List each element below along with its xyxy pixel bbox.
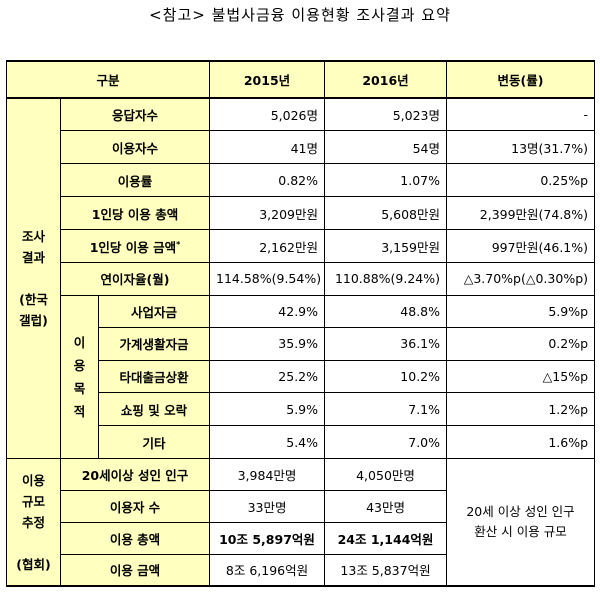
cell-change: 5.9%p	[446, 294, 596, 328]
row-label: 연이자율(월)	[59, 261, 211, 296]
table-row: 1인당 이용 금액* 2,162만원 3,159만원 997만원(46.1%)	[7, 229, 596, 263]
table-row: 이용 금액 8조 6,196억원 13조 5,837억원	[7, 553, 595, 587]
table-row: 타대출금상환 25.2% 10.2% △15%p	[7, 359, 596, 394]
table-header-row: 구분 2015년 2016년 변동(률)	[5, 59, 596, 100]
side-label-line: 갤럽)	[19, 313, 48, 329]
cell-2015: 33만명	[209, 489, 326, 523]
row-label: 이용 총액	[59, 521, 211, 555]
cell-2016: 1.07%	[324, 163, 448, 198]
header-2016: 2016년	[324, 59, 448, 100]
side-label-line: (한국	[19, 292, 48, 308]
side-label-line: 이용	[21, 472, 45, 488]
cell-2016: 43만명	[324, 489, 448, 523]
side-label-line: 조사	[21, 229, 45, 245]
purpose-label-char: 목	[73, 381, 86, 397]
cell-2015: 41명	[209, 130, 326, 165]
cell-change: 2,399만원(74.8%)	[446, 196, 596, 231]
cell-2016: 48.8%	[324, 294, 448, 328]
purpose-label-char: 용	[73, 358, 86, 374]
table-row: 이 용 목 적 사업자금 42.9% 48.8% 5.9%p	[7, 294, 596, 460]
estimate-side-label: 이용 규모 추정 (협회)	[6, 458, 61, 588]
note-line: 환산 시 이용 규모	[474, 524, 567, 540]
cell-change: △3.70%p(△0.30%p)	[446, 261, 596, 296]
cell-2015: 25.2%	[209, 359, 326, 394]
row-label: 사업자금	[97, 294, 211, 328]
cell-2015: 10조 5,897억원	[209, 521, 326, 555]
header-2015: 2015년	[209, 59, 326, 100]
cell-2016: 3,159만원	[324, 229, 448, 263]
survey-side-label: 조사 결과 (한국 갤럽)	[6, 97, 61, 460]
cell-2016: 36.1%	[324, 326, 448, 361]
cell-2016: 54명	[324, 130, 448, 165]
note-line: 20세 이상 성인 인구	[466, 504, 575, 520]
header-change: 변동(률)	[446, 59, 596, 100]
table-row: 쇼핑 및 오락 5.9% 7.1% 1.2%p	[7, 392, 596, 427]
row-label: 기타	[97, 425, 211, 460]
cell-2016: 7.0%	[324, 425, 448, 460]
cell-change: 1.6%p	[446, 425, 596, 460]
purpose-label-char: 적	[73, 404, 86, 420]
cell-change: 997만원(46.1%)	[446, 229, 596, 263]
purpose-side-label: 이 용 목 적	[60, 294, 99, 460]
cell-2016: 7.1%	[324, 392, 448, 427]
table-row: 연이자율(월) 114.58%(9.54%) 110.88%(9.24%) △3…	[7, 261, 596, 296]
table-row: 이용 총액 10조 5,897억원 24조 1,144억원	[7, 521, 595, 555]
row-label: 20세이상 성인 인구	[59, 458, 211, 491]
cell-change: 0.2%p	[446, 326, 596, 361]
row-label: 이용자수	[59, 130, 211, 165]
row-label: 1인당 이용 금액*	[59, 229, 211, 263]
cell-2015: 42.9%	[209, 294, 326, 328]
row-label: 쇼핑 및 오락	[97, 392, 211, 427]
cell-2016: 10.2%	[324, 359, 448, 394]
side-label-line: 규모	[21, 493, 45, 509]
table-row: 이용률 0.82% 1.07% 0.25%p	[7, 163, 596, 198]
header-category: 구분	[5, 59, 211, 100]
cell-change: 1.2%p	[446, 392, 596, 427]
cell-2016: 24조 1,144억원	[324, 521, 448, 555]
row-label-text: 1인당 이용 금액	[89, 239, 177, 255]
cell-2016: 13조 5,837억원	[324, 553, 448, 587]
cell-2015: 0.82%	[209, 163, 326, 198]
cell-2015: 5.4%	[209, 425, 326, 460]
cell-2015: 8조 6,196억원	[209, 553, 326, 587]
cell-2016: 5,023명	[324, 97, 448, 132]
row-label: 이용 금액	[59, 553, 211, 587]
cell-change: △15%p	[446, 359, 596, 394]
cell-change: 0.25%p	[446, 163, 596, 198]
table-row: 조사 결과 (한국 갤럽) 응답자수 5,026명 5,023명 -	[6, 97, 596, 460]
table-row: 이용자수 41명 54명 13명(31.7%)	[7, 130, 596, 165]
cell-2015: 114.58%(9.54%)	[209, 261, 326, 296]
row-label: 1인당 이용 총액	[59, 196, 211, 231]
cell-2016: 110.88%(9.24%)	[324, 261, 448, 296]
row-label: 타대출금상환	[97, 359, 211, 394]
table-row: 기타 5.4% 7.0% 1.6%p	[7, 425, 596, 460]
cell-2015: 35.9%	[209, 326, 326, 361]
row-label: 응답자수	[59, 97, 211, 132]
purpose-label-char: 이	[73, 335, 86, 351]
table-row: 1인당 이용 총액 3,209만원 5,608만원 2,399만원(74.8%)	[7, 196, 596, 231]
cell-2015: 3,209만원	[209, 196, 326, 231]
cell-2016: 4,050만명	[324, 458, 448, 491]
cell-2015: 3,984만명	[209, 458, 326, 491]
cell-2015: 5,026명	[209, 97, 326, 132]
cell-change: -	[446, 97, 596, 132]
row-label: 가계생활자금	[97, 326, 211, 361]
table-row: 이용 규모 추정 (협회) 20세이상 성인 인구 3,984만명 4,050만…	[6, 458, 596, 588]
cell-2016: 5,608만원	[324, 196, 448, 231]
cell-change: 13명(31.7%)	[446, 130, 596, 165]
table-row: 가계생활자금 35.9% 36.1% 0.2%p	[7, 326, 596, 361]
cell-2015: 2,162만원	[209, 229, 326, 263]
row-label: 이용자 수	[59, 489, 211, 523]
side-label-line: 결과	[21, 250, 45, 266]
side-label-line: (협회)	[16, 556, 51, 572]
cell-2015: 5.9%	[209, 392, 326, 427]
estimate-note: 20세 이상 성인 인구 환산 시 이용 규모	[446, 458, 596, 588]
footnote-mark: *	[176, 239, 181, 249]
side-label-line: 추정	[21, 514, 45, 530]
page-title: <참고> 불법사금융 이용현황 조사결과 요약	[149, 6, 451, 24]
table-row: 이용자 수 33만명 43만명	[7, 489, 595, 523]
survey-summary-table: 구분 2015년 2016년 변동(률) 조사 결과 (한국 갤럽) 응답자수 …	[5, 59, 596, 588]
row-label: 이용률	[59, 163, 211, 198]
